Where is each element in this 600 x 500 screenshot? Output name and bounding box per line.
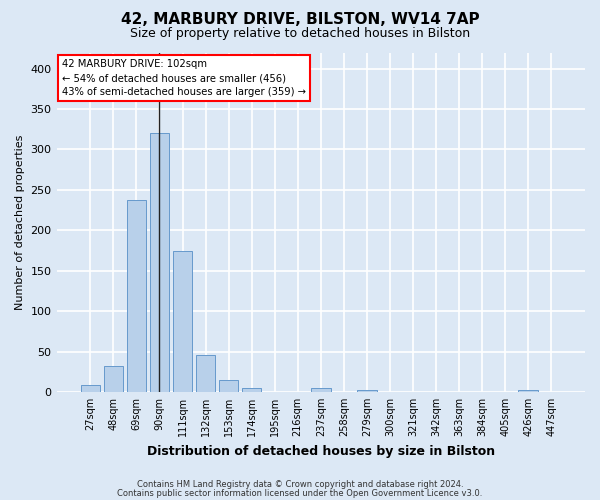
Bar bbox=[149, 134, 169, 392]
Text: Contains HM Land Registry data © Crown copyright and database right 2024.: Contains HM Land Registry data © Crown c… bbox=[137, 480, 463, 489]
Bar bbox=[518, 390, 538, 392]
Bar bbox=[173, 250, 193, 392]
Bar bbox=[357, 390, 377, 392]
Text: Contains public sector information licensed under the Open Government Licence v3: Contains public sector information licen… bbox=[118, 489, 482, 498]
X-axis label: Distribution of detached houses by size in Bilston: Distribution of detached houses by size … bbox=[147, 444, 495, 458]
Bar bbox=[311, 388, 331, 392]
Text: Size of property relative to detached houses in Bilston: Size of property relative to detached ho… bbox=[130, 28, 470, 40]
Y-axis label: Number of detached properties: Number of detached properties bbox=[15, 134, 25, 310]
Bar bbox=[127, 200, 146, 392]
Bar bbox=[196, 355, 215, 392]
Text: 42 MARBURY DRIVE: 102sqm
← 54% of detached houses are smaller (456)
43% of semi-: 42 MARBURY DRIVE: 102sqm ← 54% of detach… bbox=[62, 60, 306, 98]
Bar bbox=[242, 388, 262, 392]
Bar bbox=[219, 380, 238, 392]
Text: 42, MARBURY DRIVE, BILSTON, WV14 7AP: 42, MARBURY DRIVE, BILSTON, WV14 7AP bbox=[121, 12, 479, 28]
Bar bbox=[104, 366, 123, 392]
Bar bbox=[80, 386, 100, 392]
